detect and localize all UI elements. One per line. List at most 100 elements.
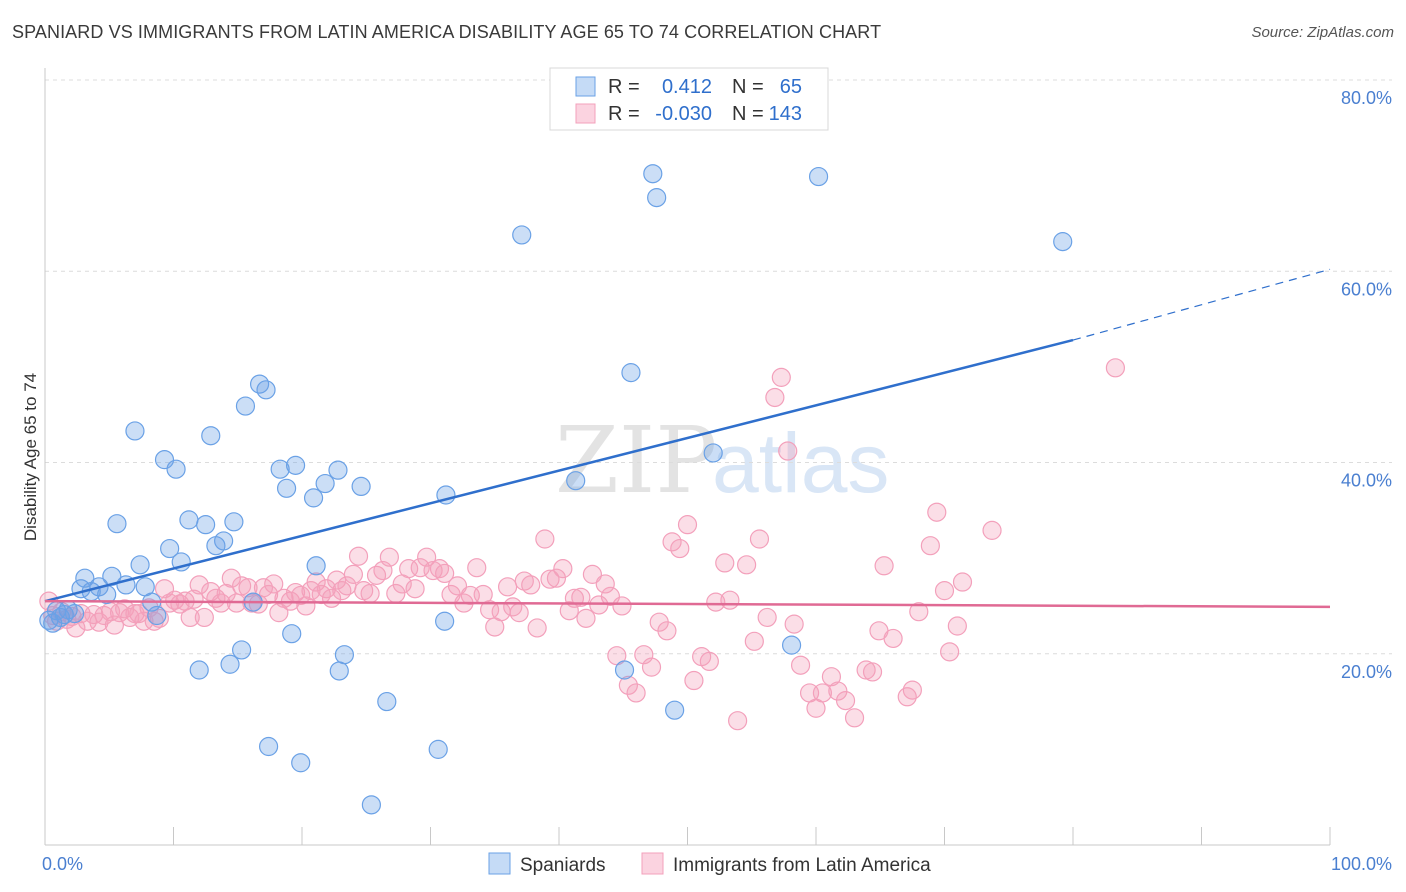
immigrants-point-111 <box>670 538 690 559</box>
spaniards-point-36 <box>256 380 276 400</box>
immigrants-point-143 <box>909 602 929 622</box>
immigrants-point-137 <box>862 662 883 682</box>
immigrants-point-84 <box>498 577 518 597</box>
spaniards-point-43 <box>303 488 324 508</box>
chart-title: SPANIARD VS IMMIGRANTS FROM LATIN AMERIC… <box>12 22 882 42</box>
immigrants-point-45 <box>269 603 289 623</box>
immigrants-point-28 <box>180 607 200 628</box>
immigrants-point-65 <box>379 547 399 567</box>
immigrants-point-139 <box>874 556 894 576</box>
immigrants-point-107 <box>641 657 662 677</box>
immigrants-point-100 <box>595 574 615 594</box>
spaniards-point-25 <box>189 660 209 680</box>
spaniards-point-6 <box>64 603 85 624</box>
stats-legend-n-label-1: N = <box>732 76 764 98</box>
immigrants-point-103 <box>612 596 632 616</box>
watermark: ZIP atlas <box>555 407 889 514</box>
spaniards-point-33 <box>235 396 256 416</box>
immigrants-point-150 <box>982 520 1002 540</box>
stats-legend-n-value-1: 65 <box>780 76 802 98</box>
immigrants-point-128 <box>790 655 811 675</box>
y-tick-label-3: 80.0% <box>1341 88 1392 108</box>
trend-layer <box>44 268 1331 609</box>
legend-swatch-immigrants <box>641 852 664 875</box>
immigrants-point-22 <box>149 608 169 628</box>
immigrants-point-69 <box>405 579 425 599</box>
immigrants-point-62 <box>360 583 380 604</box>
spaniards-point-63 <box>781 635 802 655</box>
spaniards-point-52 <box>428 739 448 759</box>
series-spaniards <box>39 164 1073 815</box>
legend-swatch-spaniards <box>488 852 511 875</box>
spaniards-point-50 <box>361 795 381 815</box>
stats-legend-r-value-1: 0.412 <box>662 76 712 98</box>
legend-label-spaniards: Spaniards <box>520 855 606 876</box>
y-tick-label-2: 60.0% <box>1341 279 1392 299</box>
spaniards-point-53 <box>435 611 455 631</box>
y-axis-title: Disability Age 65 to 74 <box>21 373 40 541</box>
immigrants-point-93 <box>553 559 573 579</box>
immigrants-point-142 <box>902 680 922 700</box>
spaniards-point-19 <box>147 605 167 626</box>
spaniards-point-46 <box>328 460 348 480</box>
watermark-zip: ZIP <box>555 407 717 514</box>
stats-legend-r-value-2: -0.030 <box>655 103 712 125</box>
stats-legend: R = 0.412 N = 65 R = -0.030 N = 143 <box>549 67 829 131</box>
spaniards-point-26 <box>196 515 216 535</box>
spaniards-point-16 <box>130 555 150 575</box>
spaniards-point-44 <box>306 556 326 576</box>
immigrants-point-88 <box>521 575 541 595</box>
immigrants-point-59 <box>343 564 363 584</box>
immigrants-point-105 <box>626 683 646 703</box>
immigrants-point-74 <box>435 563 455 584</box>
immigrants-point-133 <box>828 681 848 701</box>
immigrants-point-92 <box>546 568 567 588</box>
immigrants-point-135 <box>844 708 865 728</box>
spaniards-point-49 <box>351 476 371 497</box>
spaniards-point-21 <box>160 538 180 559</box>
immigrants-point-132 <box>821 667 842 687</box>
spaniards-point-60 <box>647 188 667 208</box>
spaniards-point-22 <box>166 459 186 479</box>
immigrants-point-29 <box>184 589 204 609</box>
stats-legend-swatch-spaniards <box>575 76 596 97</box>
stats-legend-r-label-2: R = <box>608 103 640 125</box>
immigrants-point-96 <box>571 587 591 607</box>
spaniards-point-38 <box>270 459 290 479</box>
immigrants-point-6 <box>66 618 86 638</box>
spaniards-point-24 <box>179 510 199 530</box>
immigrants-point-115 <box>699 651 719 672</box>
immigrants-trend-line <box>44 599 1331 609</box>
x-tick-label-max: 100.0% <box>1331 854 1392 874</box>
immigrants-point-127 <box>784 614 804 634</box>
immigrants-point-151 <box>1105 358 1126 378</box>
immigrants-point-146 <box>934 581 955 601</box>
immigrants-point-52 <box>306 572 326 592</box>
immigrants-point-39 <box>238 578 258 598</box>
spaniards-point-32 <box>232 640 252 660</box>
stats-legend-box <box>549 67 829 131</box>
immigrants-point-79 <box>467 558 487 578</box>
immigrants-point-120 <box>737 555 757 575</box>
immigrants-point-148 <box>947 616 967 636</box>
immigrants-point-123 <box>757 607 777 628</box>
immigrants-point-112 <box>677 515 698 535</box>
immigrants-point-26 <box>170 594 190 614</box>
spaniards-point-55 <box>512 225 532 245</box>
spaniards-point-65 <box>1053 232 1073 252</box>
immigrants-point-86 <box>509 603 529 623</box>
immigrants-point-25 <box>165 590 185 610</box>
immigrants-point-140 <box>883 628 903 649</box>
y-tick-label-0: 20.0% <box>1341 662 1392 682</box>
immigrants-point-13 <box>104 615 124 635</box>
immigrants-point-49 <box>291 585 311 606</box>
spaniards-point-37 <box>258 736 279 757</box>
spaniards-point-58 <box>621 363 641 383</box>
spaniards-point-13 <box>107 514 127 534</box>
immigrants-point-121 <box>744 631 764 651</box>
spaniards-point-59 <box>643 164 663 184</box>
spaniards-point-30 <box>220 654 240 674</box>
legend-label-immigrants: Immigrants from Latin America <box>673 855 931 876</box>
immigrants-point-60 <box>348 546 369 566</box>
spaniards-point-51 <box>377 691 397 712</box>
